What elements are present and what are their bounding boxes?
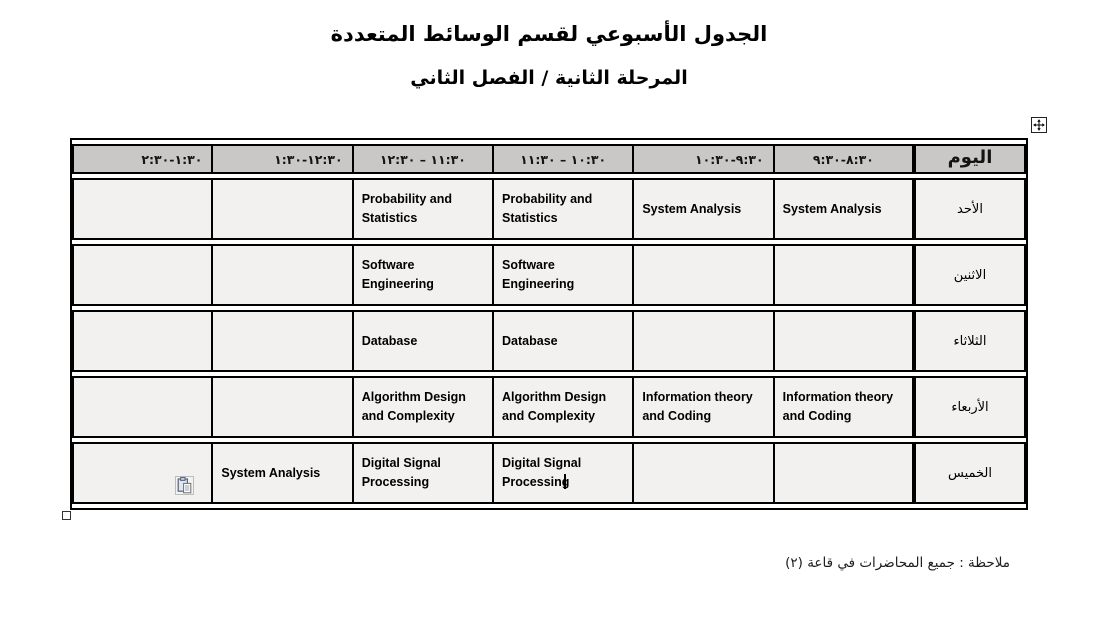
- empty-schedule-cell[interactable]: [633, 442, 774, 504]
- course-label: Database: [361, 333, 418, 348]
- course-label: Probability and Statistics: [502, 192, 593, 225]
- document-titles: الجدول الأسبوعي لقسم الوسائط المتعددة ال…: [70, 22, 1028, 89]
- schedule-row: الثلاثاء Database Database: [72, 310, 1026, 372]
- time-header-0830-0930[interactable]: ٨:٣٠-٩:٣٠: [773, 144, 914, 174]
- day-column-header[interactable]: اليوم: [914, 144, 1026, 174]
- schedule-table-container: اليوم ٨:٣٠-٩:٣٠ ٩:٣٠-١٠:٣٠ ١٠:٣٠ – ١١:٣٠…: [62, 117, 1047, 520]
- empty-schedule-cell[interactable]: [212, 310, 353, 372]
- schedule-row: الاثنين Software Engineering Software Engi…: [72, 244, 1026, 306]
- empty-schedule-cell[interactable]: [72, 244, 213, 306]
- schedule-row: الأحد System Analysis System Analysis Proba…: [72, 178, 1026, 240]
- course-label: Software Engineering: [502, 258, 575, 291]
- course-cell[interactable]: System Analysis: [212, 442, 353, 504]
- empty-schedule-cell[interactable]: [212, 178, 353, 240]
- course-cell[interactable]: Digital Signal Processing: [352, 442, 494, 504]
- schedule-table: اليوم ٨:٣٠-٩:٣٠ ٩:٣٠-١٠:٣٠ ١٠:٣٠ – ١١:٣٠…: [70, 138, 1028, 510]
- schedule-row: الخميس Digital Signal Processing Digital S…: [72, 442, 1026, 504]
- course-cell[interactable]: Information theory and Coding: [633, 376, 774, 438]
- course-cell[interactable]: System Analysis: [633, 178, 774, 240]
- empty-schedule-cell[interactable]: [633, 244, 774, 306]
- empty-schedule-cell[interactable]: [72, 178, 213, 240]
- course-cell[interactable]: Algorithm Design and Complexity: [352, 376, 494, 438]
- course-label: Algorithm Design and Complexity: [361, 390, 466, 423]
- empty-schedule-cell[interactable]: [633, 310, 774, 372]
- course-label: Software Engineering: [361, 258, 434, 291]
- time-header-1130-1230[interactable]: ١١:٣٠ – ١٢:٣٠: [352, 144, 494, 174]
- course-cell[interactable]: Software Engineering: [493, 244, 634, 306]
- empty-schedule-cell[interactable]: [72, 310, 213, 372]
- course-cell[interactable]: System Analysis: [773, 178, 914, 240]
- empty-schedule-cell[interactable]: [212, 376, 353, 438]
- course-cell[interactable]: Software Engineering: [352, 244, 494, 306]
- day-cell[interactable]: الأربعاء: [914, 376, 1026, 438]
- course-label: Algorithm Design and Complexity: [502, 390, 607, 423]
- time-header-0130-0230[interactable]: ١:٣٠-٢:٣٠: [72, 144, 213, 174]
- empty-schedule-cell[interactable]: [773, 442, 914, 504]
- course-cell[interactable]: Digital Signal Processing: [493, 442, 634, 504]
- table-move-handle[interactable]: [1031, 117, 1047, 133]
- course-label: Information theory and Coding: [782, 390, 894, 423]
- time-header-1230-0130[interactable]: ١٢:٣٠-١:٣٠: [212, 144, 353, 174]
- time-header-1030-1130[interactable]: ١٠:٣٠ – ١١:٣٠: [493, 144, 634, 174]
- header-row: اليوم ٨:٣٠-٩:٣٠ ٩:٣٠-١٠:٣٠ ١٠:٣٠ – ١١:٣٠…: [72, 144, 1026, 174]
- course-label: Digital Signal Processing: [502, 456, 582, 489]
- course-cell[interactable]: Information theory and Coding: [773, 376, 914, 438]
- course-label: System Analysis: [782, 201, 882, 216]
- course-label: Probability and Statistics: [361, 192, 452, 225]
- day-cell[interactable]: الأحد: [914, 178, 1026, 240]
- footer-note: ملاحظة : جميع المحاضرات في قاعة (٢): [785, 554, 1010, 571]
- course-label: Digital Signal Processing: [361, 456, 441, 489]
- text-cursor: [564, 474, 567, 489]
- empty-schedule-cell[interactable]: [72, 376, 213, 438]
- day-cell[interactable]: الخميس: [914, 442, 1026, 504]
- paste-options-icon[interactable]: [175, 476, 195, 495]
- course-cell[interactable]: Database: [352, 310, 494, 372]
- course-label: System Analysis: [642, 201, 742, 216]
- day-cell[interactable]: الاثنين: [914, 244, 1026, 306]
- schedule-body: الأحد System Analysis System Analysis Proba…: [72, 178, 1026, 504]
- empty-schedule-cell[interactable]: [773, 244, 914, 306]
- time-header-0930-1030[interactable]: ٩:٣٠-١٠:٣٠: [633, 144, 774, 174]
- course-label: Information theory and Coding: [642, 390, 753, 423]
- course-cell[interactable]: Database: [493, 310, 634, 372]
- empty-schedule-cell[interactable]: [773, 310, 914, 372]
- table-resize-handle[interactable]: [62, 511, 71, 520]
- day-cell[interactable]: الثلاثاء: [914, 310, 1026, 372]
- move-arrows-icon: [1033, 119, 1045, 131]
- course-label: Database: [502, 333, 558, 348]
- course-cell[interactable]: Probability and Statistics: [493, 178, 634, 240]
- course-label: System Analysis: [221, 465, 321, 480]
- schedule-row: الأربعاء Information theory and Coding Inf…: [72, 376, 1026, 438]
- empty-schedule-cell[interactable]: [72, 442, 213, 504]
- page-title: الجدول الأسبوعي لقسم الوسائط المتعددة: [330, 22, 768, 46]
- page-subtitle: المرحلة الثانية / الفصل الثاني: [410, 67, 688, 89]
- course-cell[interactable]: Algorithm Design and Complexity: [493, 376, 634, 438]
- course-cell[interactable]: Probability and Statistics: [352, 178, 494, 240]
- empty-schedule-cell[interactable]: [212, 244, 353, 306]
